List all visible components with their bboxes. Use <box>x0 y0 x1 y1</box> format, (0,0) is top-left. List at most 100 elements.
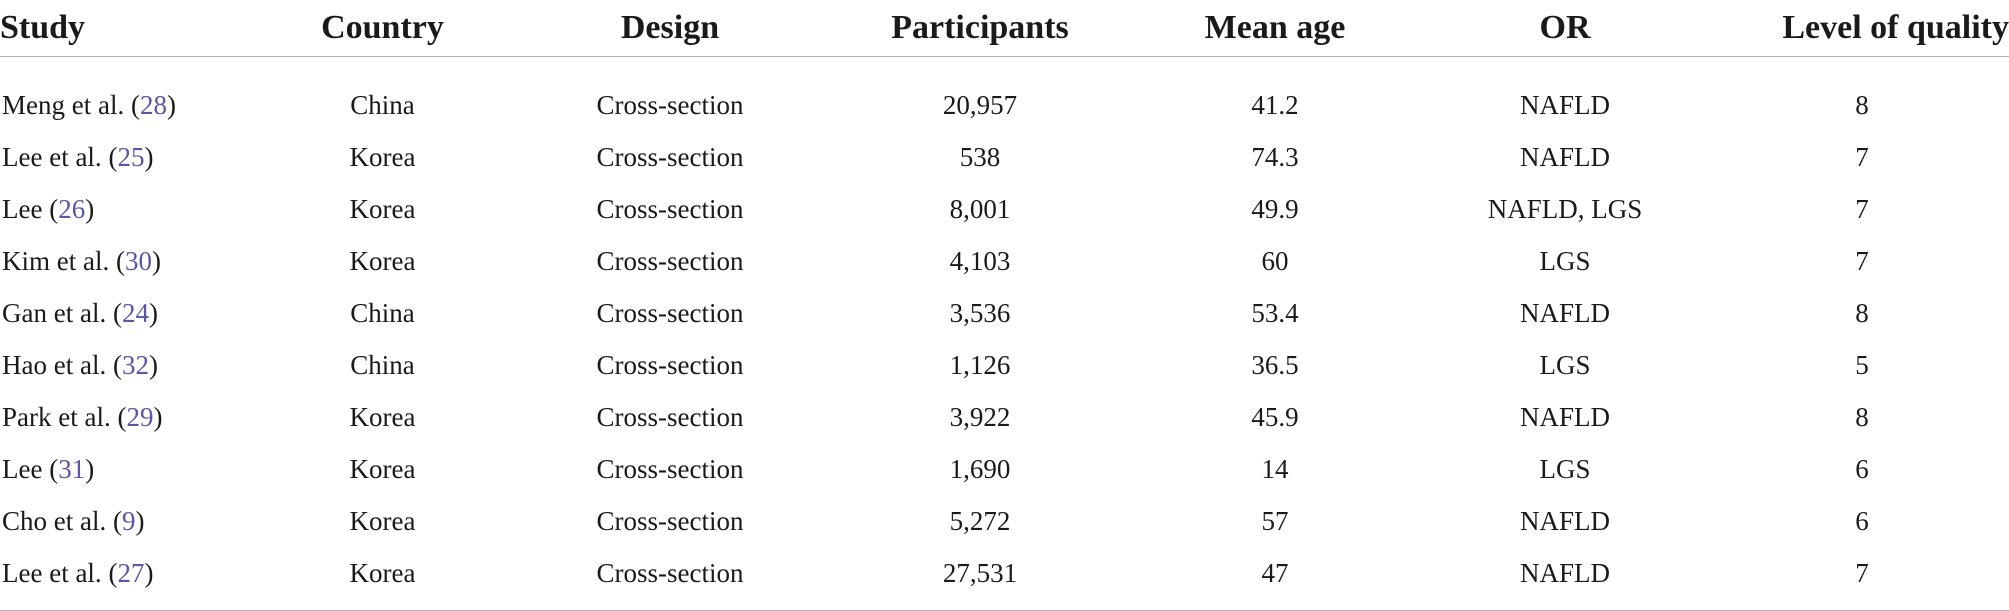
study-author: Kim et al. <box>2 245 110 276</box>
cell-participants: 1,126 <box>949 349 1011 380</box>
reference-link[interactable]: 31 <box>58 453 86 484</box>
table-row: Lee et al. (27) Korea Cross-section 27,531 4… <box>0 547 2009 605</box>
ref-paren-open: ( <box>110 401 127 432</box>
cell-design: Cross-section <box>596 557 744 588</box>
cell-country: Korea <box>349 193 416 224</box>
cell-country: Korea <box>349 141 416 172</box>
header-country: Country <box>260 0 505 57</box>
cell-mean-age: 57 <box>1261 505 1289 536</box>
table-row: Lee (26) Korea Cross-section 8,001 49.9 NAFLD… <box>0 183 2009 235</box>
cell-study: Lee et al. (27) <box>0 547 260 605</box>
ref-paren-close: ) <box>135 505 145 536</box>
table-header: Study Country Design Participants Mean a… <box>0 0 2009 57</box>
cell-or: LGS <box>1539 453 1591 484</box>
reference-link[interactable]: 24 <box>121 297 149 328</box>
cell-mean-age: 49.9 <box>1251 193 1299 224</box>
header-or: OR <box>1425 0 1705 57</box>
cell-or: NAFLD, LGS <box>1487 193 1643 224</box>
cell-country: Korea <box>349 505 416 536</box>
study-author: Park et al. <box>2 401 111 432</box>
cell-mean-age: 36.5 <box>1251 349 1299 380</box>
cell-study: Park et al. (29) <box>0 391 260 443</box>
cell-or: NAFLD <box>1519 297 1610 328</box>
reference-link[interactable]: 28 <box>139 89 167 120</box>
ref-paren-open: ( <box>106 349 122 380</box>
cell-design: Cross-section <box>596 453 744 484</box>
header-level-of-quality: Level of quality <box>1705 0 2009 57</box>
cell-level-of-quality: 8 <box>1855 89 1869 120</box>
ref-paren-close: ) <box>148 349 158 380</box>
cell-study: Lee et al. (25) <box>0 131 260 183</box>
cell-design: Cross-section <box>596 89 744 120</box>
cell-participants: 4,103 <box>949 245 1011 276</box>
reference-link[interactable]: 29 <box>126 401 154 432</box>
table-row: Lee et al. (25) Korea Cross-section 538 74.3… <box>0 131 2009 183</box>
cell-participants: 20,957 <box>942 89 1018 120</box>
cell-level-of-quality: 7 <box>1855 193 1869 224</box>
table-row: Meng et al. (28) China Cross-section 20,957… <box>0 57 2009 132</box>
table-row: Kim et al. (30) Korea Cross-section 4,103 60… <box>0 235 2009 287</box>
cell-or: NAFLD <box>1519 89 1610 120</box>
ref-paren-open: ( <box>42 193 59 224</box>
cell-mean-age: 47 <box>1261 557 1289 588</box>
reference-link[interactable]: 30 <box>124 245 152 276</box>
ref-paren-close: ) <box>85 453 95 484</box>
cell-country: Korea <box>349 557 416 588</box>
ref-paren-open: ( <box>106 297 122 328</box>
cell-level-of-quality: 8 <box>1855 401 1869 432</box>
study-author: Gan et al. <box>2 297 107 328</box>
ref-paren-open: ( <box>42 453 59 484</box>
table-row: Lee (31) Korea Cross-section 1,690 14 LGS 6 <box>0 443 2009 495</box>
cell-design: Cross-section <box>596 193 744 224</box>
cell-level-of-quality: 7 <box>1855 245 1869 276</box>
cell-level-of-quality: 7 <box>1855 141 1869 172</box>
cell-mean-age: 45.9 <box>1251 401 1299 432</box>
ref-paren-open: ( <box>101 557 118 588</box>
cell-participants: 8,001 <box>949 193 1011 224</box>
cell-country: Korea <box>349 245 416 276</box>
cell-or: NAFLD <box>1519 505 1610 536</box>
cell-design: Cross-section <box>596 505 744 536</box>
ref-paren-close: ) <box>148 297 158 328</box>
cell-design: Cross-section <box>596 141 744 172</box>
table-row: Park et al. (29) Korea Cross-section 3,922 4… <box>0 391 2009 443</box>
cell-level-of-quality: 8 <box>1855 297 1869 328</box>
cell-design: Cross-section <box>596 245 744 276</box>
cell-study: Kim et al. (30) <box>0 235 260 287</box>
ref-paren-close: ) <box>151 245 161 276</box>
cell-mean-age: 41.2 <box>1251 89 1299 120</box>
reference-link[interactable]: 27 <box>117 557 145 588</box>
study-author: Lee <box>2 193 43 224</box>
ref-paren-close: ) <box>153 401 163 432</box>
table-body: Meng et al. (28) China Cross-section 20,957… <box>0 57 2009 606</box>
reference-link[interactable]: 25 <box>117 141 145 172</box>
cell-participants: 3,922 <box>949 401 1011 432</box>
cell-participants: 1,690 <box>949 453 1011 484</box>
cell-study: Meng et al. (28) <box>0 57 260 132</box>
study-author: Hao et al. <box>2 349 107 380</box>
study-author: Lee et al. <box>2 557 102 588</box>
cell-or: NAFLD <box>1519 557 1610 588</box>
reference-link[interactable]: 32 <box>121 349 149 380</box>
reference-link[interactable]: 9 <box>121 505 136 536</box>
cell-participants: 5,272 <box>949 505 1011 536</box>
cell-participants: 27,531 <box>942 557 1018 588</box>
cell-design: Cross-section <box>596 401 744 432</box>
cell-level-of-quality: 5 <box>1855 349 1869 380</box>
ref-paren-close: ) <box>166 89 176 120</box>
ref-paren-open: ( <box>101 141 118 172</box>
header-mean-age: Mean age <box>1125 0 1425 57</box>
cell-or: LGS <box>1539 245 1591 276</box>
cell-level-of-quality: 6 <box>1855 453 1869 484</box>
table-row: Gan et al. (24) China Cross-section 3,536 53… <box>0 287 2009 339</box>
ref-paren-open: ( <box>106 505 122 536</box>
cell-participants: 538 <box>959 141 1001 172</box>
cell-country: Korea <box>349 453 416 484</box>
cell-country: China <box>350 89 415 120</box>
cell-or: NAFLD <box>1519 141 1610 172</box>
reference-link[interactable]: 26 <box>58 193 86 224</box>
cell-mean-age: 74.3 <box>1251 141 1299 172</box>
cell-mean-age: 60 <box>1261 245 1289 276</box>
cell-or: LGS <box>1539 349 1591 380</box>
